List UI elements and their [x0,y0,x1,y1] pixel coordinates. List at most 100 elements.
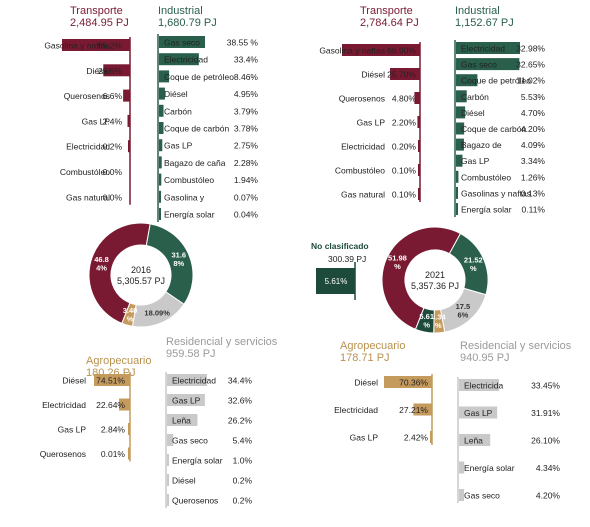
chart2016-industrial-label-7: Bagazo de caña [164,158,226,168]
chart2021-residencial-label-3: Energía solar [464,463,515,473]
chart2021-transporte-label-0: Gasolina y naftas [319,46,385,56]
chart2016-residencial-label-3: Gas seco [172,436,208,446]
chart2016-industrial-label-8: Combustóleo [164,175,214,185]
chart2021-industrial-bar-6 [456,138,464,151]
chart2021-industrial-bar-5 [456,122,465,135]
chart2016-industrial-bar-4 [159,104,164,117]
chart2021-agropecuario-bar-1 [413,403,432,416]
chart2021-industrial-bar-8 [456,170,459,183]
chart2021-transporte-value-2: 4.80% [392,94,417,104]
chart2016-industrial-bar-0 [159,36,205,48]
chart2016-residencial-bar-0 [167,374,207,386]
chart2016-transporte-label-2: Querosenos [64,91,110,101]
chart2021-industrial-label-0: Electricidad [461,44,505,54]
chart2016-transporte-bar-1 [103,64,130,77]
chart2016-industrial-value-6: 2.75% [234,141,259,151]
chart2021-donut-total: 5,357.36 PJ [411,281,459,291]
chart2016-residencial-value-1: 32.6% [228,396,253,406]
chart2021-industrial-value-10: 0.11% [522,205,546,215]
chart2016-industrial-bar-9 [159,190,161,203]
chart2016-donut-slice-label-agropecuario-line-0: 3.40 [123,306,138,315]
chart2016-agropecuario-title: Agropecuario [86,355,151,367]
chart2016-residencial-value-2: 26.2% [228,416,253,426]
chart2021-industrial-label-1: Gas seco [461,60,497,70]
chart2016-residencial-label-2: Leña [172,416,191,426]
chart2021-transporte-title: Transporte [360,5,413,17]
chart2021-agropecuario-title: Agropecuario [340,340,405,352]
chart2016-industrial-label-5: Coque de carbón [164,124,229,134]
chart2021-industrial-bar-1 [456,58,520,71]
chart2016-residencial-label-1: Gas LP [172,396,201,406]
chart2016-agropecuario-bar-3 [128,447,130,460]
chart2021-transporte-value-5: 0.10% [392,166,417,176]
chart2016-residencial-value-5: 0.2% [233,476,253,486]
chart2016-transporte-value-4: 0.2% [103,142,123,152]
chart2021-industrial-bar-7 [456,154,463,167]
chart2021-industrial-bar-10 [456,203,458,215]
chart2021-donut-slice-label-industrial-line-1: % [470,264,477,273]
chart2016-industrial-bar-5 [159,122,164,134]
chart2016-industrial-label-0: Gas seco [164,38,200,48]
chart2021-residencial-bar-1 [459,406,498,419]
chart2021-residencial-bar-2 [459,434,491,446]
chart2016-industrial-value-4: 3.79% [234,106,259,116]
chart2016-transporte-bar-2 [123,89,130,102]
chart2021-donut-slice-label-no_clasificado-line-1: % [423,321,430,330]
chart2021-transporte-bar-6 [418,188,420,200]
chart2021-industrial-label-4: Diésel [461,108,485,118]
chart2021-no-clasificado-value: 5.61% [325,277,348,286]
chart2016-industrial-bar-7 [159,156,162,169]
chart2016-transporte-value-0: 65.2% [98,41,123,51]
chart2021-industrial-label-3: Carbón [461,92,489,102]
chart2016-industrial-label-9: Gasolina y [164,192,205,202]
chart2016-donut-slice-label-transporte-line-0: 46.8 [94,255,109,264]
chart2016-donut-slice-label-transporte-line-1: 4% [96,264,107,273]
chart2021-agropecuario-value-1: 27.21% [399,405,428,415]
chart2021-industrial-total: 1,152.67 PJ [455,17,514,29]
chart2021-industrial-label-6: Bagazo de [461,140,502,150]
chart2016-residencial-label-0: Electricidad [172,376,216,386]
chart2021-no-clasificado-bar [316,268,355,294]
chart2021-residencial-value-4: 4.20% [536,491,561,501]
chart2016-industrial-bar-6 [159,139,163,152]
chart2021-industrial-bar-3 [456,90,467,103]
chart2016-industrial-label-2: Coque de petróleo [164,72,234,82]
chart2021-transporte-bar-3 [417,116,420,128]
chart2016-residencial-value-3: 5.4% [233,436,253,446]
chart2021-transporte-bar-2 [414,92,420,104]
chart2016-industrial-label-4: Carbón [164,106,192,116]
chart2016-agropecuario-label-1: Electricidad [42,400,86,410]
chart2016-industrial-value-1: 33.4% [234,55,259,65]
chart2021-transporte-label-1: Diésel [361,70,385,80]
chart2016-transporte-label-3: Gas LP [82,116,111,126]
chart2016-agropecuario-label-3: Querosenos [40,449,86,459]
chart2016-residencial-value-0: 34.4% [228,376,253,386]
chart2016-agropecuario-bar-1 [119,398,130,411]
chart2021-transporte-label-4: Electricidad [341,142,385,152]
chart2021-donut-slice-label-agropecuario-line-0: 3.34 [431,313,446,322]
chart2016-industrial-total: 1,680.79 PJ [158,17,217,29]
chart2021-transporte-bar-0 [342,44,420,56]
chart2021-industrial-label-2: Coque de petróleo [461,76,531,86]
chart2021-industrial-value-9: 0.13% [521,188,546,198]
chart2021-industrial-title: Industrial [455,5,500,17]
chart2021-agropecuario-total: 178.71 PJ [340,352,390,364]
chart2016-residencial-bar-5 [167,474,169,486]
chart2016-residencial-title: Residencial y servicios [166,336,278,348]
chart2016-agropecuario-bar-2 [128,423,130,435]
chart2021-transporte-bar-5 [418,164,420,176]
chart2016-industrial-bar-1 [159,53,199,66]
chart2021-agropecuario-label-1: Electricidad [334,405,378,415]
chart2016-residencial-label-6: Querosenos [172,496,218,506]
chart2016-transporte-value-1: 25.6% [98,66,123,76]
chart2021-no-clasificado-name: No clasificado [311,241,369,251]
chart2016-industrial-value-7: 2.28% [234,158,259,168]
chart2016-agropecuario-value-3: 0.01% [101,449,126,459]
chart2016-donut-year: 2016 [131,265,151,275]
chart2016-residencial-bar-3 [167,434,174,446]
chart2021-residencial-label-2: Leña [464,436,483,446]
chart2016-residencial-bar-2 [167,414,198,426]
chart2021-agropecuario-value-0: 70.36% [399,378,428,388]
chart2016-transporte-bar-0 [62,39,130,51]
